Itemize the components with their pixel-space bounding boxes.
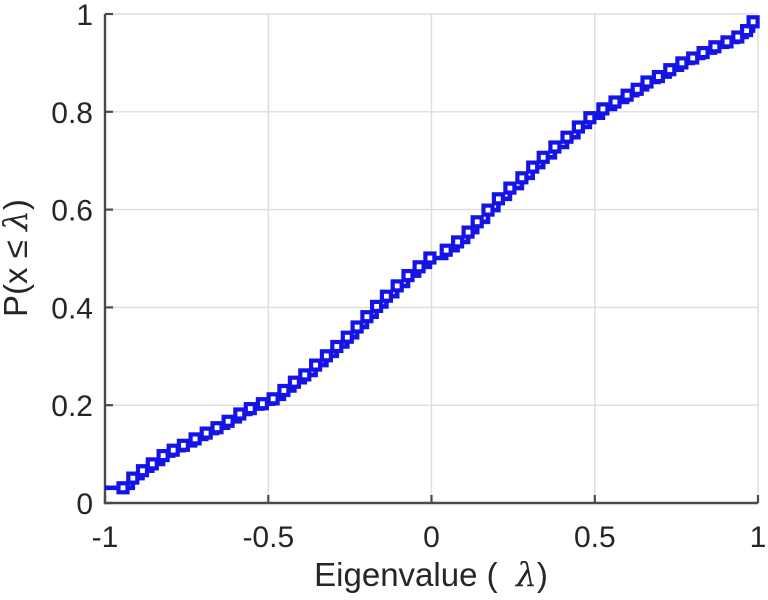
series-markers [116,15,760,495]
y-tick-label: 0.4 [51,292,93,325]
data-point-marker [560,130,574,144]
data-point-marker [176,438,190,452]
data-point-marker [596,102,610,116]
y-axis-label-suffix: ) [0,199,34,210]
data-point-marker [548,140,562,154]
data-point-marker [708,40,722,54]
x-tick-label: 0 [423,521,440,554]
data-point-marker [651,69,666,84]
data-point-marker [156,449,170,463]
data-point-marker [350,320,364,334]
lambda-symbol: λ [514,555,537,594]
data-point-marker [536,150,550,164]
data-point-marker [370,299,384,313]
data-point-marker [287,375,301,389]
y-tick-label: 0.2 [51,390,93,423]
data-point-marker [135,464,150,478]
data-point-marker [423,251,437,265]
data-point-marker [412,260,426,274]
data-point-marker [390,279,404,293]
y-tick-label: 1 [76,0,93,32]
data-point-marker [188,432,202,446]
data-point-marker [503,181,517,195]
data-point-marker [686,51,700,65]
y-tick-label: 0 [76,488,93,521]
data-point-marker [470,215,484,229]
data-point-marker [630,82,644,96]
data-point-marker [277,383,291,398]
data-point-marker [266,392,280,406]
data-point-marker [608,95,622,109]
data-point-marker [515,171,529,185]
data-point-marker [746,15,760,29]
data-point-marker [330,339,344,354]
data-point-marker [439,243,453,257]
data-point-marker [663,63,677,77]
data-point-marker [255,397,269,411]
data-point-marker [210,421,224,435]
x-axis-label-suffix: ) [537,556,548,593]
y-axis-label: P(x ≤ λ) [0,199,35,317]
gridlines [105,13,759,503]
lambda-symbol: λ [0,210,35,233]
data-point-marker [620,88,634,102]
x-axis-label: Eigenvalue ( λ) [314,555,548,594]
data-point-marker [116,481,130,495]
data-point-marker [571,120,586,134]
data-point-marker [491,192,505,206]
data-point-marker [319,349,333,363]
y-axis-label-text: P(x ≤ [0,231,34,317]
data-point-marker [360,310,374,324]
data-point-marker [379,289,393,303]
x-tick-label: -0.5 [242,521,294,554]
data-point-marker [298,368,312,382]
data-point-marker [309,358,323,372]
data-point-marker [451,235,465,249]
data-point-marker [696,45,710,60]
data-point-marker [481,203,495,217]
data-point-marker [720,35,734,49]
data-point-marker [340,330,354,344]
data-point-marker [199,426,213,440]
data-point-marker [461,225,475,239]
data-point-marker [675,56,689,70]
data-point-marker [166,443,180,457]
data-point-marker [640,75,654,89]
data-point-marker [583,111,597,125]
data-point-marker [221,414,235,428]
data-point-marker [145,457,159,471]
y-tick-label: 0.6 [51,195,93,228]
data-point-marker [233,407,247,421]
tick-marks [103,12,760,505]
data-point-marker [243,402,257,416]
data-point-marker [126,471,140,485]
x-axis-label-text: Eigenvalue ( [314,556,516,593]
data-point-marker [401,269,415,283]
y-tick-label: 0.8 [51,97,93,130]
x-tick-label: -1 [92,521,119,554]
data-point-marker [526,160,540,174]
x-tick-label: 1 [750,521,767,554]
tick-labels: -1 -0.5 0 0.5 1 0 0.2 0.4 0.6 0.8 1 [51,0,766,554]
x-tick-label: 0.5 [574,521,616,554]
